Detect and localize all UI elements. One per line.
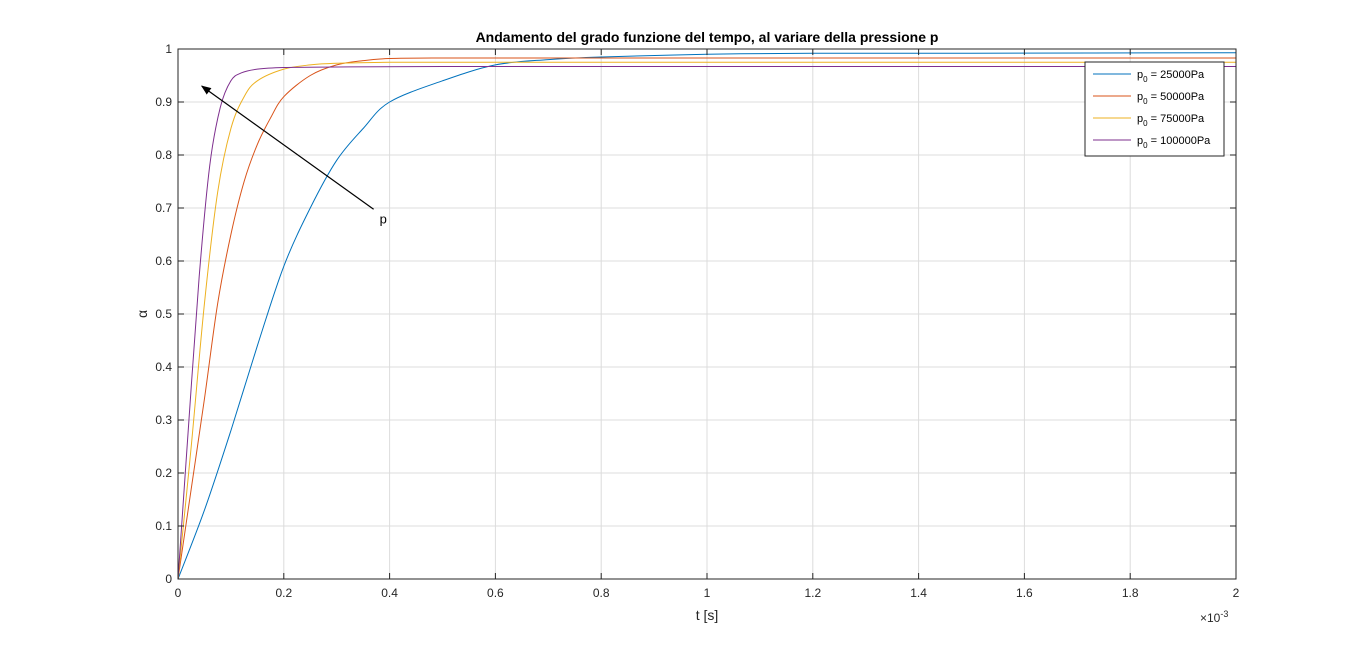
x-exponent-base: ×10 — [1200, 611, 1221, 625]
series-line-4 — [177, 65, 1236, 580]
y-tick-label: 0 — [165, 572, 172, 586]
y-tick-label: 0.4 — [155, 360, 172, 374]
annotation-label: p — [380, 211, 387, 226]
legend-entry: p0 = 25000Pa — [1137, 69, 1205, 84]
legend-entry: p0 = 50000Pa — [1137, 91, 1205, 106]
x-axis-exponent: ×10-3 — [1200, 609, 1228, 625]
x-exponent-power: -3 — [1220, 609, 1228, 619]
y-tick-label: 1 — [165, 42, 172, 56]
series-line-2 — [177, 57, 1236, 580]
x-tick-label: 1.4 — [910, 586, 927, 600]
legend-entry: p0 = 75000Pa — [1137, 113, 1205, 128]
legend-entry: p0 = 100000Pa — [1137, 135, 1211, 150]
legend: p0 = 25000Pa p0 = 50000Pa p0 = 75000Pa p0 =… — [1084, 61, 1225, 157]
y-tick-label: 0.6 — [155, 254, 172, 268]
x-tick-label: 0 — [175, 586, 182, 600]
y-tick-label: 0.5 — [155, 307, 172, 321]
ticks: 0 0.2 0.4 0.6 0.8 1 1.2 1.4 1.6 1.8 2 0 0.1 0.2 0.3 0.4… — [155, 42, 1239, 600]
chart-title: Andamento del grado funzione del tempo, … — [476, 29, 939, 45]
series-line-1 — [177, 52, 1237, 580]
y-tick-label: 0.1 — [155, 519, 172, 533]
y-tick-label: 0.7 — [155, 201, 172, 215]
annotations: p — [200, 85, 387, 226]
x-tick-label: 1 — [704, 586, 711, 600]
x-tick-label: 1.2 — [804, 586, 821, 600]
annotation-arrow — [200, 85, 374, 210]
y-tick-label: 0.8 — [155, 148, 172, 162]
x-tick-label: 1.6 — [1016, 586, 1033, 600]
x-tick-label: 0.6 — [487, 586, 504, 600]
x-tick-label: 0.2 — [275, 586, 292, 600]
y-tick-label: 0.2 — [155, 466, 172, 480]
y-axis-label: α — [134, 310, 150, 318]
x-tick-label: 1.8 — [1122, 586, 1139, 600]
y-tick-label: 0.9 — [155, 95, 172, 109]
x-tick-label: 2 — [1233, 586, 1240, 600]
series-lines — [177, 52, 1237, 580]
y-tick-label: 0.3 — [155, 413, 172, 427]
x-tick-label: 0.8 — [593, 586, 610, 600]
series-line-3 — [177, 61, 1236, 580]
x-tick-label: 0.4 — [381, 586, 398, 600]
x-axis-label: t [s] — [696, 607, 719, 623]
